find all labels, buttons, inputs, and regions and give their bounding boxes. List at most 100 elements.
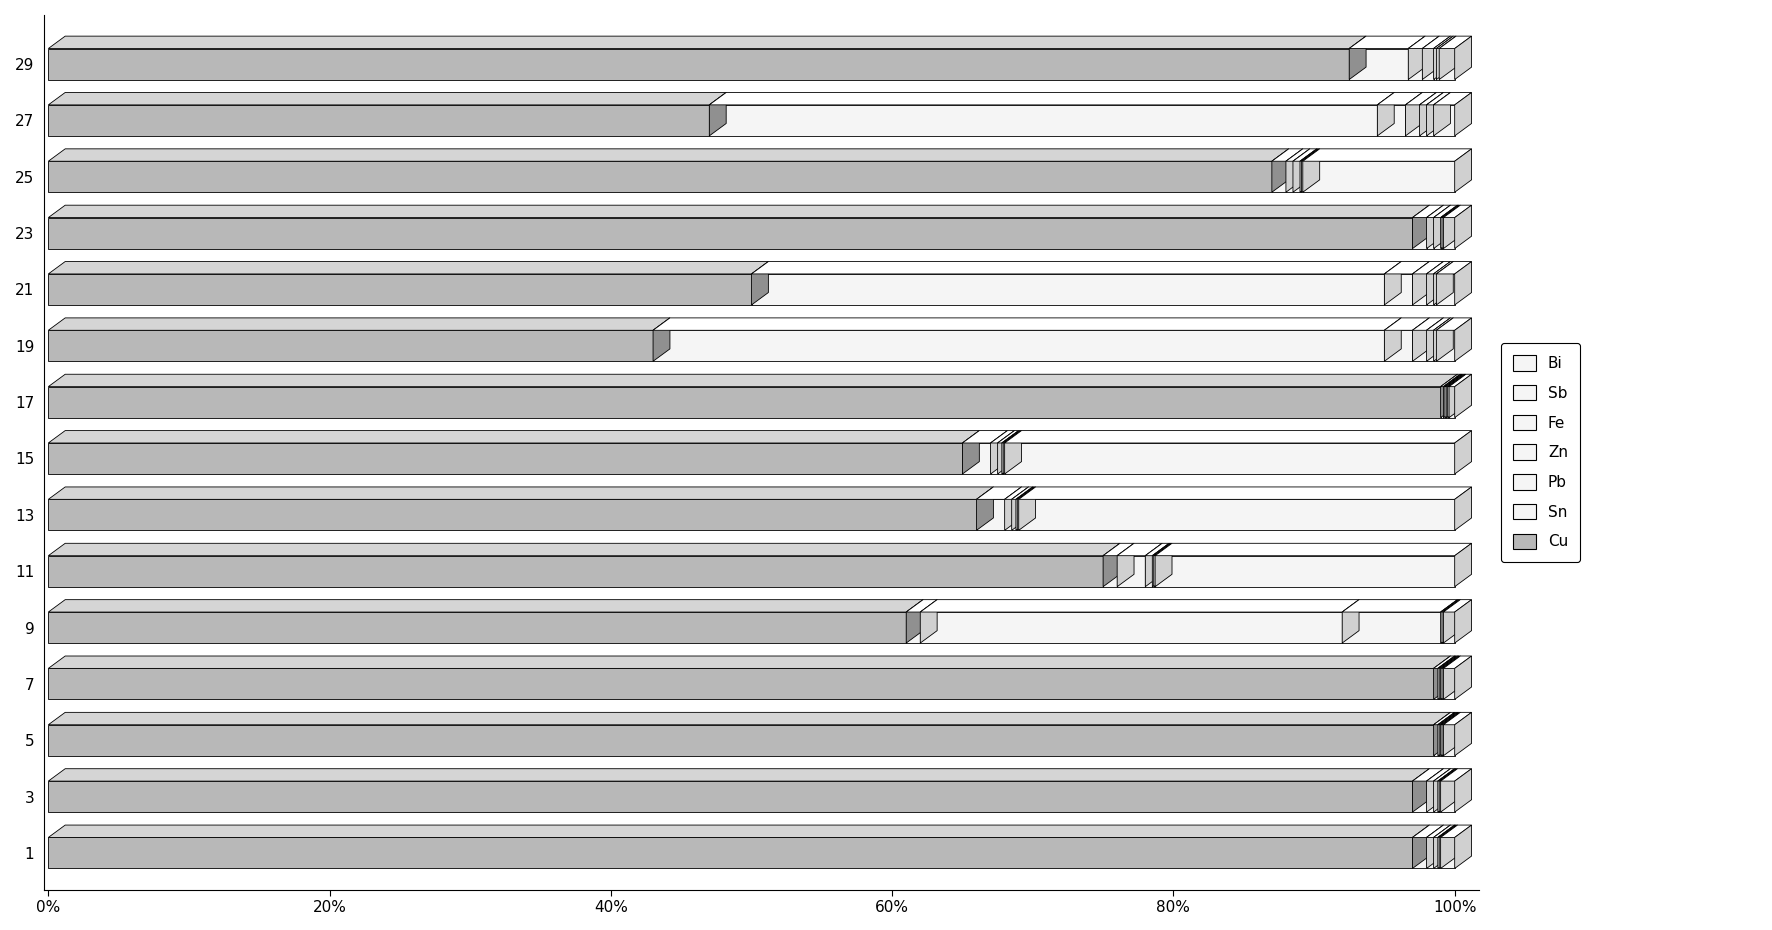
Polygon shape — [1455, 206, 1471, 248]
Polygon shape — [48, 318, 670, 330]
Polygon shape — [1104, 543, 1120, 587]
Polygon shape — [1155, 543, 1171, 587]
Polygon shape — [1426, 825, 1444, 869]
Polygon shape — [1437, 769, 1455, 812]
Bar — [654, 330, 1384, 361]
Polygon shape — [48, 600, 923, 612]
Polygon shape — [1448, 374, 1464, 418]
Bar — [1412, 837, 1426, 869]
Bar — [48, 837, 1412, 869]
Polygon shape — [1437, 318, 1471, 330]
Polygon shape — [1426, 206, 1451, 218]
Polygon shape — [1005, 487, 1021, 530]
Bar — [1434, 724, 1437, 756]
Bar — [48, 161, 1272, 193]
Bar — [1294, 161, 1301, 193]
Bar — [1409, 48, 1423, 80]
Polygon shape — [1434, 656, 1451, 699]
Polygon shape — [1145, 543, 1162, 587]
Polygon shape — [1455, 656, 1471, 699]
Polygon shape — [1434, 712, 1455, 724]
Polygon shape — [1426, 769, 1451, 781]
Polygon shape — [1405, 92, 1437, 105]
Bar — [48, 218, 1412, 248]
Polygon shape — [1384, 261, 1402, 305]
Polygon shape — [1154, 543, 1171, 587]
Bar — [1441, 781, 1455, 812]
Bar — [1426, 105, 1434, 136]
Polygon shape — [48, 149, 1288, 161]
Polygon shape — [962, 431, 980, 474]
Polygon shape — [991, 431, 1015, 443]
Polygon shape — [1437, 825, 1457, 837]
Polygon shape — [1145, 543, 1170, 556]
Bar — [1423, 48, 1434, 80]
Polygon shape — [48, 374, 1458, 387]
Polygon shape — [1377, 92, 1395, 136]
Polygon shape — [1441, 206, 1458, 248]
Polygon shape — [1444, 712, 1471, 724]
Bar — [1145, 556, 1152, 587]
Polygon shape — [1441, 374, 1458, 418]
Polygon shape — [1302, 149, 1471, 161]
Polygon shape — [1302, 149, 1320, 193]
Polygon shape — [1437, 656, 1457, 669]
Bar — [962, 443, 991, 474]
Polygon shape — [1442, 712, 1460, 724]
Legend: Bi, Sb, Fe, Zn, Pb, Sn, Cu: Bi, Sb, Fe, Zn, Pb, Sn, Cu — [1501, 343, 1581, 562]
Bar — [1434, 781, 1437, 812]
Polygon shape — [1348, 36, 1425, 48]
Bar — [1444, 724, 1455, 756]
Polygon shape — [751, 261, 769, 305]
Bar — [1412, 274, 1426, 305]
Polygon shape — [962, 431, 1008, 443]
Bar — [1384, 274, 1412, 305]
Bar — [1444, 612, 1455, 643]
Polygon shape — [1434, 261, 1451, 305]
Polygon shape — [1434, 318, 1453, 330]
Polygon shape — [1442, 656, 1458, 699]
Polygon shape — [1434, 36, 1453, 48]
Polygon shape — [654, 318, 1402, 330]
Polygon shape — [1005, 431, 1021, 474]
Polygon shape — [1426, 261, 1451, 274]
Polygon shape — [1455, 431, 1471, 474]
Polygon shape — [1441, 825, 1471, 837]
Polygon shape — [1444, 712, 1460, 756]
Polygon shape — [1155, 543, 1471, 556]
Bar — [1348, 48, 1409, 80]
Bar — [1434, 105, 1455, 136]
Bar — [1426, 218, 1434, 248]
Polygon shape — [1444, 206, 1460, 248]
Polygon shape — [1409, 36, 1425, 80]
Bar — [1302, 161, 1455, 193]
Polygon shape — [1437, 825, 1455, 869]
Polygon shape — [1272, 149, 1302, 161]
Polygon shape — [1341, 600, 1458, 612]
Polygon shape — [1442, 656, 1460, 669]
Polygon shape — [1441, 712, 1458, 724]
Polygon shape — [1005, 431, 1471, 443]
Bar — [1012, 499, 1015, 530]
Polygon shape — [1434, 92, 1471, 105]
Polygon shape — [1377, 92, 1423, 105]
Bar — [1434, 48, 1437, 80]
Polygon shape — [1412, 769, 1444, 781]
Bar — [1426, 330, 1434, 361]
Polygon shape — [1434, 92, 1451, 136]
Polygon shape — [1012, 487, 1033, 499]
Polygon shape — [1444, 374, 1464, 387]
Polygon shape — [1426, 206, 1444, 248]
Polygon shape — [48, 36, 1366, 48]
Polygon shape — [1301, 149, 1318, 161]
Bar — [48, 443, 962, 474]
Polygon shape — [1444, 656, 1460, 699]
Polygon shape — [1423, 36, 1451, 48]
Bar — [998, 443, 1001, 474]
Polygon shape — [1003, 431, 1021, 474]
Polygon shape — [1444, 206, 1471, 218]
Polygon shape — [1437, 36, 1457, 48]
Polygon shape — [1434, 712, 1451, 756]
Polygon shape — [1412, 206, 1444, 218]
Bar — [1441, 387, 1444, 418]
